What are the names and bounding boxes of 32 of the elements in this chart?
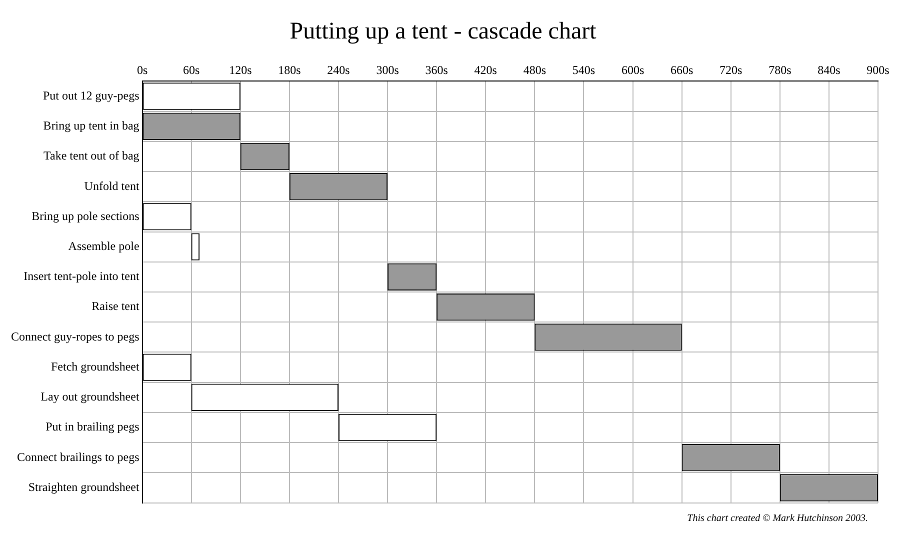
x-tick-label: 420s xyxy=(474,63,498,78)
chart-title: Putting up a tent - cascade chart xyxy=(290,18,597,45)
y-tick-label: Bring up pole sections xyxy=(32,208,140,223)
x-tick-label: 600s xyxy=(621,63,644,78)
x-tick-label: 180s xyxy=(278,63,302,78)
y-tick-label: Take tent out of bag xyxy=(44,148,140,163)
y-tick-label: Raise tent xyxy=(92,299,140,314)
y-tick-label: Put out 12 guy-pegs xyxy=(42,88,140,102)
y-tick-label: Connect brailings to pegs xyxy=(16,450,140,464)
text: This chart created © Mark Hutchinson 2003. xyxy=(686,513,869,524)
y-tick-label: Connect guy-ropes to pegs xyxy=(10,329,140,344)
y-tick-label: Assemble pole xyxy=(68,238,140,253)
x-tick-label: 720s xyxy=(720,63,743,78)
y-tick-label: Straighten groundsheet xyxy=(28,480,140,494)
y-tick-label: Insert tent-pole into tent xyxy=(24,269,140,284)
x-tick-label: 480s xyxy=(523,63,546,78)
y-tick-label: Lay out groundsheet xyxy=(40,390,140,404)
x-tick-label: 60s xyxy=(183,63,200,78)
y-tick-label: Fetch groundsheet xyxy=(50,359,140,374)
x-tick-label: 780s xyxy=(768,63,792,78)
y-tick-label: Put in brailing pegs xyxy=(46,420,140,434)
y-tick-label: Bring up tent in bag xyxy=(43,118,140,133)
x-tick-label: 0s xyxy=(136,63,148,78)
x-tick-label: 660s xyxy=(670,63,694,78)
x-tick-label: 120s xyxy=(229,63,252,78)
x-tick-label: 240s xyxy=(327,63,350,78)
x-tick-label: 900s xyxy=(866,63,890,78)
y-tick-label: Unfold tent xyxy=(84,178,140,193)
x-tick-label: 300s xyxy=(376,63,400,78)
x-tick-label: 360s xyxy=(425,63,448,78)
x-tick-label: 840s xyxy=(818,63,841,78)
x-tick-label: 540s xyxy=(572,63,596,78)
